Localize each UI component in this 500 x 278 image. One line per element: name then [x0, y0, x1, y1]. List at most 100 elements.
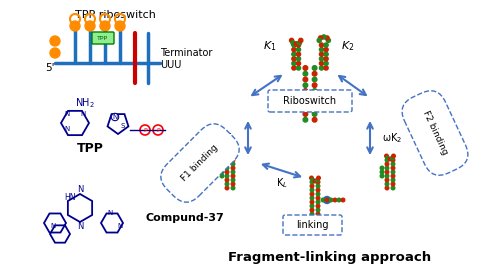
- Text: ωK$_2$: ωK$_2$: [382, 131, 402, 145]
- Circle shape: [225, 162, 229, 166]
- Text: N: N: [64, 111, 70, 117]
- Circle shape: [310, 208, 314, 212]
- Circle shape: [324, 48, 328, 52]
- Circle shape: [390, 156, 394, 160]
- Circle shape: [232, 154, 235, 158]
- Circle shape: [231, 178, 235, 182]
- Circle shape: [231, 174, 235, 178]
- Circle shape: [391, 170, 395, 174]
- Circle shape: [385, 182, 389, 186]
- Circle shape: [225, 186, 229, 190]
- Circle shape: [298, 41, 302, 45]
- Circle shape: [303, 77, 308, 82]
- Circle shape: [303, 106, 308, 111]
- Circle shape: [316, 200, 320, 204]
- Text: HN: HN: [64, 193, 76, 202]
- Text: TPP: TPP: [98, 36, 108, 41]
- Circle shape: [391, 182, 395, 186]
- Text: Compund-37: Compund-37: [145, 213, 224, 223]
- Circle shape: [312, 112, 317, 116]
- Circle shape: [312, 95, 317, 99]
- Circle shape: [225, 174, 229, 178]
- Circle shape: [385, 174, 389, 178]
- Circle shape: [310, 180, 314, 184]
- Circle shape: [310, 176, 314, 180]
- Circle shape: [392, 154, 396, 158]
- Text: S: S: [121, 123, 125, 129]
- Circle shape: [231, 166, 235, 170]
- Circle shape: [312, 89, 317, 93]
- Circle shape: [312, 66, 317, 70]
- Circle shape: [312, 100, 317, 105]
- Circle shape: [391, 178, 395, 182]
- Circle shape: [310, 216, 314, 220]
- Circle shape: [303, 100, 308, 105]
- Circle shape: [225, 182, 229, 186]
- Circle shape: [391, 162, 395, 166]
- Circle shape: [320, 57, 324, 61]
- Text: N: N: [107, 210, 112, 216]
- Circle shape: [312, 106, 317, 111]
- Circle shape: [310, 212, 314, 216]
- Circle shape: [385, 186, 389, 190]
- Circle shape: [329, 198, 333, 202]
- Circle shape: [310, 196, 314, 200]
- Circle shape: [324, 57, 328, 61]
- Circle shape: [292, 43, 296, 47]
- FancyBboxPatch shape: [268, 90, 352, 112]
- Circle shape: [385, 178, 389, 182]
- Circle shape: [316, 204, 320, 208]
- Circle shape: [380, 170, 384, 174]
- Circle shape: [324, 66, 328, 70]
- Circle shape: [316, 192, 320, 196]
- Text: N: N: [50, 223, 56, 229]
- Circle shape: [317, 38, 322, 43]
- Circle shape: [341, 198, 345, 202]
- Text: Fragment-linking approach: Fragment-linking approach: [228, 252, 432, 264]
- Circle shape: [226, 156, 230, 160]
- Text: N: N: [77, 222, 83, 231]
- Circle shape: [320, 61, 324, 66]
- Circle shape: [316, 216, 320, 220]
- Circle shape: [303, 95, 308, 99]
- Text: P: P: [143, 128, 147, 133]
- Circle shape: [303, 66, 308, 70]
- Circle shape: [316, 184, 320, 188]
- Text: TPP riboswitch: TPP riboswitch: [74, 10, 156, 20]
- Circle shape: [290, 38, 294, 43]
- Circle shape: [225, 178, 229, 182]
- Circle shape: [296, 43, 300, 47]
- Circle shape: [380, 166, 384, 170]
- Circle shape: [316, 180, 320, 184]
- Circle shape: [303, 89, 308, 93]
- Circle shape: [322, 35, 326, 39]
- Circle shape: [298, 38, 303, 43]
- Circle shape: [324, 52, 328, 56]
- Circle shape: [388, 157, 392, 161]
- Circle shape: [303, 83, 308, 88]
- Circle shape: [316, 196, 320, 200]
- Circle shape: [316, 208, 320, 212]
- Circle shape: [312, 77, 317, 82]
- Circle shape: [303, 112, 308, 116]
- FancyBboxPatch shape: [283, 215, 342, 235]
- Circle shape: [316, 188, 320, 192]
- Circle shape: [391, 186, 395, 190]
- Circle shape: [228, 157, 232, 161]
- Circle shape: [391, 158, 395, 162]
- Circle shape: [316, 178, 320, 182]
- Circle shape: [220, 174, 224, 178]
- Text: F2 binding: F2 binding: [421, 110, 449, 157]
- Circle shape: [292, 52, 296, 56]
- Circle shape: [303, 117, 308, 122]
- FancyBboxPatch shape: [92, 32, 114, 44]
- Circle shape: [312, 71, 317, 76]
- Circle shape: [313, 179, 317, 183]
- Circle shape: [391, 166, 395, 170]
- Circle shape: [294, 42, 298, 46]
- Text: UUU: UUU: [160, 60, 182, 70]
- Circle shape: [292, 57, 296, 61]
- Text: K$_2$: K$_2$: [341, 39, 355, 53]
- Circle shape: [225, 170, 229, 174]
- Circle shape: [220, 170, 224, 174]
